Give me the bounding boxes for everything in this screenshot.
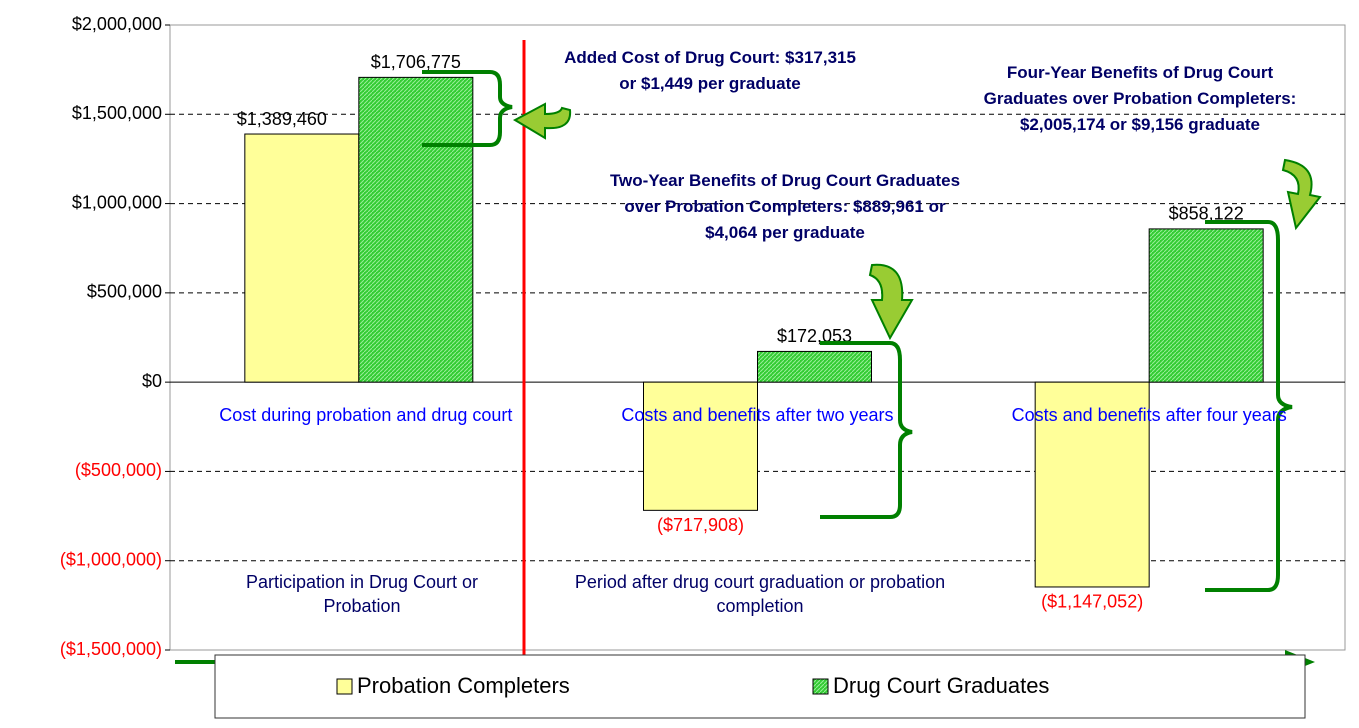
x-tick-label: Costs and benefits after four years bbox=[1011, 405, 1287, 425]
y-tick-label: $500,000 bbox=[87, 282, 162, 302]
x-tick-label: Cost during probation and drug court bbox=[219, 405, 513, 425]
curved-arrows bbox=[512, 102, 1322, 341]
legend-swatch bbox=[336, 678, 353, 695]
annotation: Added Cost of Drug Court: $317,315 or $1… bbox=[564, 48, 856, 93]
legend-label: Probation Completers bbox=[357, 673, 570, 698]
bar bbox=[358, 76, 474, 383]
y-tick-label: $1,500,000 bbox=[72, 103, 162, 123]
y-tick-label: $2,000,000 bbox=[72, 14, 162, 34]
value-label: $1,706,775 bbox=[371, 52, 461, 72]
y-tick-label: ($1,000,000) bbox=[60, 549, 162, 569]
annotation: Participation in Drug Court or Probation bbox=[245, 572, 479, 616]
annotation: Four-Year Benefits of Drug Court Graduat… bbox=[983, 63, 1297, 134]
bar bbox=[643, 381, 758, 511]
y-tick-label: ($1,500,000) bbox=[60, 639, 162, 659]
bar bbox=[244, 133, 360, 383]
legend-box bbox=[214, 654, 1306, 719]
value-label: ($717,908) bbox=[657, 515, 744, 535]
plot-area bbox=[169, 24, 1346, 651]
annotation: Two-Year Benefits of Drug Court Graduate… bbox=[609, 171, 961, 242]
y-tick-label: ($500,000) bbox=[75, 460, 162, 480]
legend-label: Drug Court Graduates bbox=[833, 673, 1049, 698]
legend-swatch bbox=[812, 678, 829, 695]
annotation: Period after drug court graduation or pr… bbox=[574, 572, 946, 616]
y-tick-label: $0 bbox=[142, 371, 162, 391]
bar bbox=[1034, 381, 1150, 588]
bar bbox=[1148, 228, 1264, 383]
bar bbox=[757, 350, 872, 383]
braces bbox=[422, 70, 1293, 592]
value-label: $858,122 bbox=[1169, 204, 1244, 224]
y-tick-label: $1,000,000 bbox=[72, 192, 162, 212]
value-label: ($1,147,052) bbox=[1041, 592, 1143, 612]
x-tick-label: Costs and benefits after two years bbox=[621, 405, 894, 425]
value-label: $1,389,460 bbox=[237, 109, 327, 129]
